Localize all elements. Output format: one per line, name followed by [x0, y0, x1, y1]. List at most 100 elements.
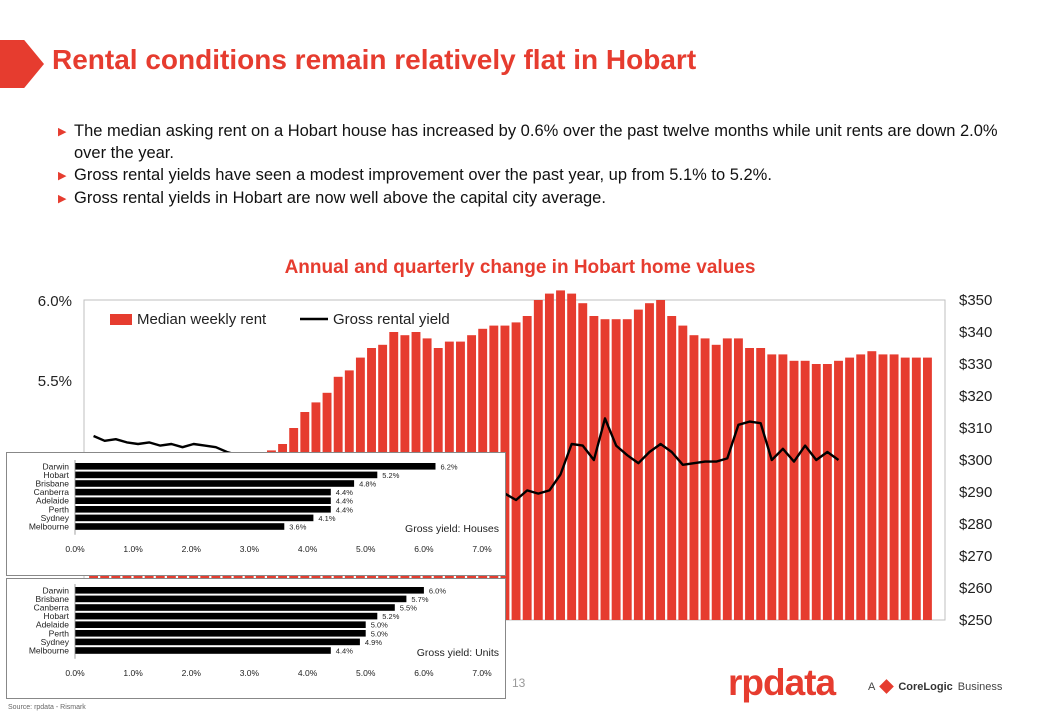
rent-bar: [733, 338, 743, 620]
inset-value-label: 4.4%: [336, 505, 353, 514]
rent-bar: [834, 360, 843, 620]
rent-bar: [544, 293, 554, 620]
inset-value-label: 4.9%: [365, 638, 382, 647]
rent-bar: [811, 364, 821, 620]
inset-bar: [75, 514, 314, 522]
inset-category-label: Brisbane: [35, 479, 69, 489]
houses-yield-inset: Darwin 6.2% Hobart 5.2% Brisbane 4.8% Canberra…: [6, 452, 506, 576]
slide-title: Rental conditions remain relatively flat…: [52, 44, 697, 75]
corelogic-prefix: A: [868, 680, 876, 693]
inset-x-tick-label: 7.0%: [472, 668, 492, 678]
legend-rent-swatch: [110, 314, 132, 325]
rent-bar: [767, 354, 777, 620]
bullet-arrow-icon: ▶: [58, 193, 67, 205]
rent-bar: [645, 303, 654, 620]
inset-value-label: 5.0%: [371, 629, 388, 638]
rent-bar: [745, 348, 754, 620]
corelogic-badge: A CoreLogic Business: [868, 679, 1003, 694]
rent-bar: [533, 300, 543, 620]
inset-x-tick-label: 5.0%: [356, 668, 376, 678]
inset-category-label: Adelaide: [36, 620, 69, 630]
corelogic-suffix: Business: [957, 680, 1003, 693]
inset-bar: [75, 630, 366, 637]
rent-bar: [778, 354, 788, 620]
rent-bar: [922, 357, 932, 620]
inset-value-label: 4.8%: [359, 480, 376, 489]
right-axis-tick-label: $350: [959, 292, 992, 309]
rent-bar: [622, 319, 632, 620]
inset-value-label: 5.5%: [400, 604, 417, 613]
inset-category-label: Darwin: [43, 585, 70, 595]
rent-bar: [889, 354, 899, 620]
inset-x-tick-label: 0.0%: [65, 668, 85, 678]
bullet-list: ▶ The median asking rent on a Hobart hou…: [58, 120, 1033, 210]
inset-bar: [75, 587, 424, 594]
inset-category-label: Darwin: [43, 461, 70, 471]
right-axis-tick-label: $310: [959, 420, 992, 437]
right-axis-tick-label: $320: [959, 388, 992, 405]
rent-bar: [867, 351, 877, 620]
inset-category-label: Perth: [49, 504, 70, 514]
chart-title: Annual and quarterly change in Hobart ho…: [284, 257, 756, 278]
inset-value-label: 4.4%: [336, 497, 353, 506]
title-accent-arrow: [0, 40, 44, 88]
inset-bar: [75, 612, 378, 620]
inset-value-label: 6.2%: [441, 462, 458, 471]
inset-bar: [75, 621, 366, 628]
rent-bar: [522, 316, 532, 620]
inset-category-label: Melbourne: [29, 646, 69, 656]
rent-bar: [856, 354, 866, 620]
rent-bar: [911, 357, 921, 620]
inset-bar: [75, 463, 436, 470]
inset-bar: [75, 638, 360, 646]
inset-bar: [75, 480, 355, 487]
rent-bar: [589, 316, 599, 620]
inset-category-label: Hobart: [43, 611, 69, 621]
rent-bar: [800, 360, 810, 620]
rent-bar: [578, 303, 588, 620]
units-yield-inset: Darwin 6.0% Brisbane 5.7% Canberra 5.5% Hobart…: [6, 578, 506, 699]
bullet-item: ▶ Gross rental yields in Hobart are now …: [58, 187, 1033, 210]
rent-bar: [845, 357, 855, 620]
inset-category-label: Melbourne: [29, 522, 69, 532]
right-axis-tick-label: $250: [959, 612, 992, 629]
rpdata-logo: rpdata: [728, 662, 836, 703]
right-axis-tick-label: $270: [959, 548, 992, 565]
inset-x-tick-label: 1.0%: [123, 668, 143, 678]
inset-title: Gross yield: Units: [417, 647, 499, 659]
bullet-text: The median asking rent on a Hobart house…: [74, 122, 998, 162]
rent-bar: [689, 335, 699, 620]
right-axis-tick-label: $260: [959, 580, 992, 597]
rent-bar: [600, 319, 610, 620]
inset-x-tick-label: 0.0%: [65, 544, 85, 554]
inset-x-tick-label: 6.0%: [414, 544, 434, 554]
corelogic-name: CoreLogic: [898, 680, 953, 693]
rent-bar: [511, 322, 521, 620]
legend-yield-label: Gross rental yield: [333, 311, 450, 328]
inset-x-tick-label: 6.0%: [414, 668, 434, 678]
inset-value-label: 5.0%: [371, 621, 388, 630]
right-axis-tick-label: $300: [959, 452, 992, 469]
inset-x-tick-label: 3.0%: [240, 668, 260, 678]
rent-bar: [711, 344, 721, 620]
bullet-item: ▶ The median asking rent on a Hobart hou…: [58, 120, 1033, 164]
rent-bar: [700, 338, 710, 620]
corelogic-cube-icon: [879, 679, 895, 694]
rent-bar: [878, 354, 888, 620]
bullet-arrow-icon: ▶: [58, 170, 67, 182]
inset-bar: [75, 523, 285, 530]
inset-category-label: Sydney: [41, 513, 70, 523]
inset-bar: [75, 488, 331, 496]
right-axis-tick-label: $280: [959, 516, 992, 533]
rent-bar: [900, 357, 910, 620]
inset-category-label: Sydney: [41, 637, 70, 647]
bullet-text: Gross rental yields in Hobart are now we…: [74, 189, 606, 207]
inset-value-label: 3.6%: [289, 523, 306, 532]
inset-x-tick-label: 4.0%: [298, 544, 318, 554]
inset-x-tick-label: 1.0%: [123, 544, 143, 554]
rent-bar: [556, 290, 565, 620]
inset-bar: [75, 497, 331, 504]
rent-bar: [722, 338, 732, 620]
legend-rent-label: Median weekly rent: [137, 311, 267, 328]
bullet-item: ▶ Gross rental yields have seen a modest…: [58, 164, 1033, 187]
